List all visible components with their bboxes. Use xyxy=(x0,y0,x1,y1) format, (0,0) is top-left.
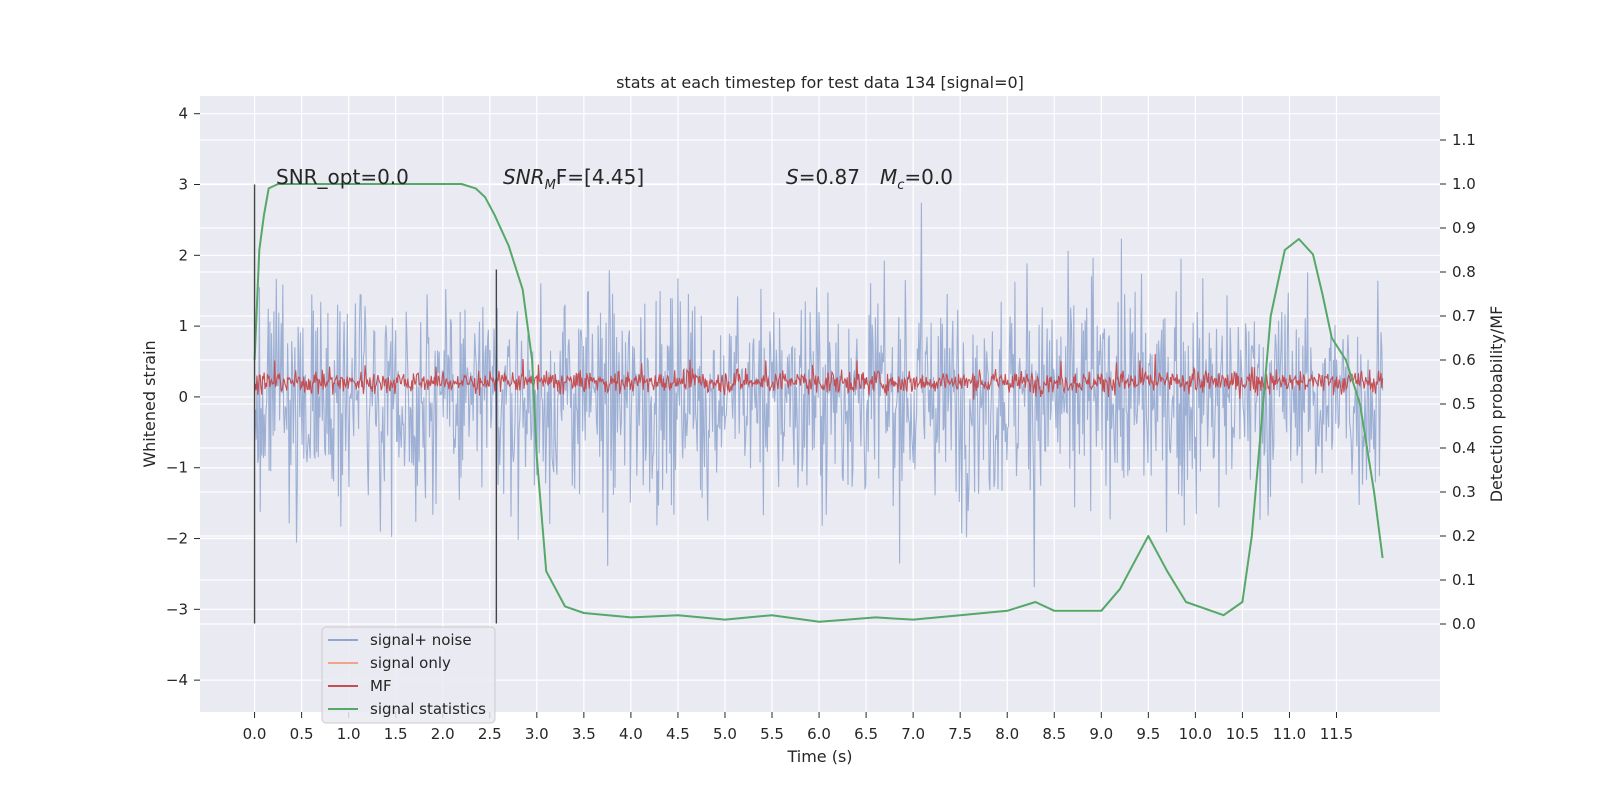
vertical-markers xyxy=(253,184,498,624)
y-right-tick-label: 0.5 xyxy=(1452,395,1476,413)
x-tick-label: 0.5 xyxy=(290,725,314,743)
y-tick-label: 3 xyxy=(178,176,188,194)
annotation-snr-mf: SNRMF=[4.45] xyxy=(503,165,644,193)
y-right-tick-label: 0.9 xyxy=(1452,219,1476,237)
x-tick-label: 3.0 xyxy=(525,725,549,743)
y-axis-label: Whitened strain xyxy=(140,340,159,467)
x-ticks: 0.0 0.5 1.0 1.5 2.0 2.5 3.0 3.5 4.0 4.5 5.0 5.5 6.0 6… xyxy=(243,712,1353,743)
annotation-s-label: S xyxy=(786,165,799,189)
y-axis-label-right: Detection probability/MF xyxy=(1487,306,1506,503)
x-tick-label: 11.5 xyxy=(1320,725,1353,743)
y-right-tick-label: 0.4 xyxy=(1452,439,1476,457)
x-tick-label: 4.0 xyxy=(619,725,643,743)
right-y-ticks: 1.1 1.0 0.9 0.8 0.7 0.6 0.5 0.4 0.3 0.2 0.1 0.0 xyxy=(1440,131,1476,633)
x-tick-label: 5.5 xyxy=(760,725,784,743)
x-tick-label: 11.0 xyxy=(1273,725,1306,743)
x-tick-label: 8.5 xyxy=(1042,725,1066,743)
y-right-tick-label: 0.1 xyxy=(1452,571,1476,589)
x-tick-label: 6.0 xyxy=(807,725,831,743)
y-right-tick-label: 0.2 xyxy=(1452,527,1476,545)
series-mf xyxy=(254,353,1384,400)
annotation-snr-mf-base: SNR xyxy=(503,165,545,189)
y-right-tick-label: 1.0 xyxy=(1452,175,1476,193)
y-tick-label: 0 xyxy=(178,388,188,406)
series-layer xyxy=(253,183,1384,623)
annotation-snr-mf-rest: F=[4.45] xyxy=(556,165,644,189)
x-tick-label: 7.0 xyxy=(901,725,925,743)
annotation-mc: Mc=0.0 xyxy=(880,165,953,193)
annotation-s-value: =0.87 xyxy=(799,165,860,189)
x-tick-label: 0.0 xyxy=(243,725,267,743)
y-tick-label: 4 xyxy=(178,105,188,123)
x-tick-label: 6.5 xyxy=(854,725,878,743)
legend-label-signal-statistics: signal statistics xyxy=(370,700,486,718)
annotation-mc-sub: c xyxy=(897,178,904,193)
x-tick-label: 4.5 xyxy=(666,725,690,743)
chart-title: stats at each timestep for test data 134… xyxy=(616,73,1024,92)
x-tick-label: 5.0 xyxy=(713,725,737,743)
x-tick-label: 3.5 xyxy=(572,725,596,743)
y-right-tick-label: 0.0 xyxy=(1452,615,1476,633)
annotation-mc-value: =0.0 xyxy=(904,165,953,189)
legend-label-signal-noise: signal+ noise xyxy=(370,631,472,649)
x-tick-label: 1.0 xyxy=(337,725,361,743)
y-right-tick-label: 0.8 xyxy=(1452,263,1476,281)
x-tick-label: 7.5 xyxy=(948,725,972,743)
x-tick-label: 9.5 xyxy=(1136,725,1160,743)
series-signal-statistics xyxy=(253,183,1384,623)
x-axis-label: Time (s) xyxy=(786,747,852,766)
x-tick-label: 10.5 xyxy=(1226,725,1259,743)
y-right-tick-label: 0.6 xyxy=(1452,351,1476,369)
x-tick-label: 2.0 xyxy=(431,725,455,743)
x-tick-label: 10.0 xyxy=(1179,725,1212,743)
annotation-s: S=0.87 xyxy=(786,165,860,189)
x-tick-label: 2.5 xyxy=(478,725,502,743)
annotation-snr-mf-sub: M xyxy=(545,178,556,193)
y-tick-label: −4 xyxy=(166,671,188,689)
y-tick-label: −2 xyxy=(166,530,188,548)
y-tick-label: 2 xyxy=(178,246,188,264)
grid-horizontal-right xyxy=(200,139,1440,625)
annotation-snr-opt: SNR_opt=0.0 xyxy=(276,165,409,189)
legend-label-mf: MF xyxy=(370,677,392,695)
y-tick-label: −3 xyxy=(166,600,188,618)
x-tick-label: 1.5 xyxy=(384,725,408,743)
legend-label-signal-only: signal only xyxy=(370,654,451,672)
y-right-tick-label: 0.3 xyxy=(1452,483,1476,501)
y-right-tick-label: 0.7 xyxy=(1452,307,1476,325)
x-tick-label: 8.0 xyxy=(995,725,1019,743)
x-tick-label: 9.0 xyxy=(1089,725,1113,743)
y-right-tick-label: 1.1 xyxy=(1452,131,1476,149)
legend-box xyxy=(321,626,496,724)
annotation-mc-base: M xyxy=(880,165,897,189)
y-tick-label: 1 xyxy=(178,317,188,335)
y-tick-label: −1 xyxy=(166,459,188,477)
legend: signal+ noise signal only MF signal stat… xyxy=(321,626,496,724)
left-y-ticks: 4 3 2 1 0 −1 −2 −3 −4 xyxy=(166,105,200,689)
